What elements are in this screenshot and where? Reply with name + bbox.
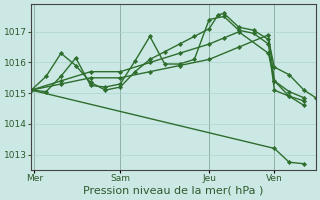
- X-axis label: Pression niveau de la mer( hPa ): Pression niveau de la mer( hPa ): [84, 186, 264, 196]
